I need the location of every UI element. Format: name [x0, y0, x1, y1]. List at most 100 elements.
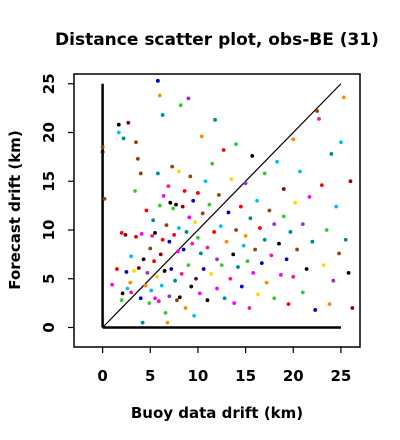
data-point: [291, 274, 296, 279]
data-point: [173, 278, 177, 283]
data-point: [162, 269, 167, 273]
data-point: [124, 270, 129, 274]
data-point: [159, 283, 164, 288]
data-point: [169, 267, 174, 271]
data-point: [119, 298, 124, 303]
data-point: [183, 306, 188, 310]
data-point: [196, 235, 200, 240]
data-point: [262, 171, 267, 176]
data-point: [156, 299, 161, 304]
data-point: [209, 271, 214, 276]
data-point: [143, 283, 148, 288]
data-point: [158, 252, 163, 257]
data-point: [231, 252, 236, 257]
data-point: [194, 276, 198, 281]
data-point: [255, 198, 259, 203]
y-tick-label: 10: [40, 220, 58, 241]
data-point: [199, 134, 204, 139]
data-point: [200, 211, 205, 216]
data-point: [346, 271, 351, 275]
data-point: [155, 171, 160, 176]
data-point: [126, 120, 131, 125]
data-point: [337, 251, 341, 256]
y-tick-label: 5: [40, 274, 58, 284]
y-tick-label: 0: [40, 322, 58, 332]
data-point: [250, 154, 255, 158]
data-point: [248, 216, 253, 221]
data-point: [224, 239, 229, 244]
data-point: [140, 320, 145, 325]
data-points: [100, 78, 355, 325]
y-tick-label: 15: [40, 171, 58, 192]
data-point: [177, 295, 182, 300]
data-point: [319, 183, 324, 188]
data-point: [151, 218, 156, 223]
data-point: [203, 179, 208, 184]
data-point: [201, 267, 206, 271]
data-point: [284, 257, 289, 262]
data-point: [272, 222, 277, 227]
data-point: [125, 286, 130, 291]
data-point: [310, 239, 315, 244]
data-point: [212, 230, 217, 234]
data-point: [228, 276, 233, 281]
data-point: [187, 215, 192, 220]
data-point: [129, 254, 134, 259]
data-point: [115, 267, 119, 271]
data-point: [243, 233, 248, 238]
data-point: [100, 145, 105, 150]
x-tick-label: 0: [97, 367, 107, 385]
data-point: [221, 148, 226, 152]
data-point: [149, 288, 154, 293]
data-point: [217, 193, 221, 197]
data-point: [218, 224, 223, 229]
data-point: [168, 200, 173, 205]
x-tick-label: 10: [187, 367, 208, 385]
data-point: [262, 237, 267, 242]
data-point: [123, 232, 128, 237]
data-point: [205, 298, 210, 303]
data-point: [329, 152, 334, 156]
data-point: [152, 259, 156, 264]
data-point: [278, 272, 283, 277]
data-point: [135, 156, 140, 161]
data-point: [236, 265, 240, 269]
data-point: [181, 247, 186, 252]
data-point: [100, 150, 105, 154]
data-point: [243, 181, 248, 186]
data-point: [226, 210, 231, 215]
data-point: [234, 142, 238, 147]
data-point: [300, 222, 305, 227]
data-point: [258, 226, 262, 230]
data-point: [179, 271, 184, 276]
data-point: [188, 174, 193, 179]
data-point: [138, 171, 143, 176]
data-point: [295, 247, 299, 252]
data-point: [293, 200, 298, 205]
data-point: [205, 245, 210, 250]
data-point: [251, 271, 256, 275]
data-point: [180, 204, 185, 209]
data-point: [277, 241, 281, 246]
data-point: [350, 306, 355, 310]
data-point: [184, 230, 189, 234]
data-point: [238, 204, 243, 209]
data-point: [176, 169, 181, 174]
data-point: [150, 233, 155, 238]
data-point: [134, 140, 138, 145]
data-point: [119, 231, 124, 235]
data-point: [245, 259, 250, 264]
data-point: [182, 189, 187, 193]
data-point: [186, 263, 191, 267]
data-point: [155, 78, 160, 83]
data-point: [193, 220, 197, 225]
data-point: [148, 246, 153, 251]
data-point: [327, 302, 332, 306]
data-point: [213, 117, 217, 122]
data-point: [247, 306, 252, 310]
data-point: [234, 228, 238, 232]
data-point: [215, 257, 219, 262]
data-point: [163, 310, 168, 315]
data-point: [145, 271, 150, 275]
data-point: [256, 292, 260, 297]
